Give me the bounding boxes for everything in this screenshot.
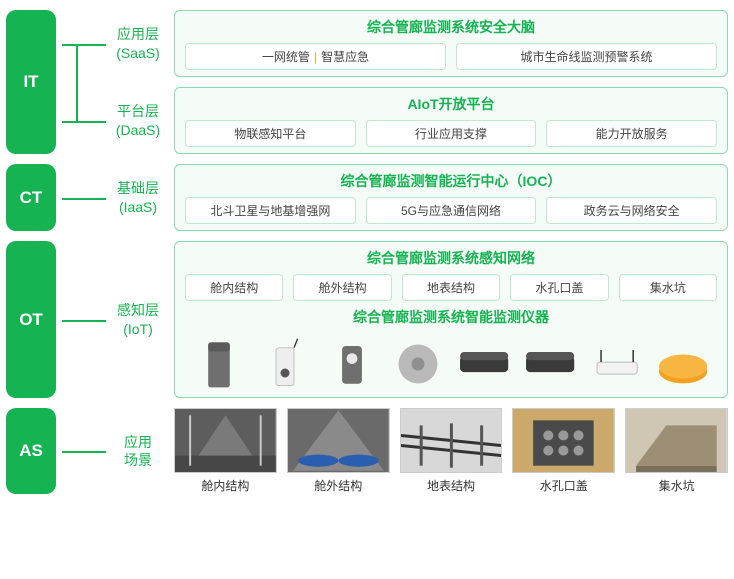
tag-iot-2: 舱外结构 [293,274,391,301]
device-5 [454,337,514,391]
ct-layergroup: 基础层 (IaaS) 综合管廊监测智能运行中心（IOC） 北斗卫星与地基增强网 … [62,164,728,231]
bracket-ct [62,164,108,231]
caption-4: 水孔口盖 [540,477,588,494]
box-daas-1: 物联感知平台 [185,120,356,147]
tag-iot-4: 水孔口盖 [510,274,608,301]
layerlabel-saas: 应用层 (SaaS) [108,10,168,77]
layer-name-iot: 感知层 [117,301,159,319]
daas-layerrow: 平台层 (DaaS) AIoT开放平台 物联感知平台 行业应用支撑 能力开放服务 [62,87,728,154]
device-1 [189,337,249,391]
scene-2: 舱外结构 [287,408,390,494]
layer-sub-daas: (DaaS) [116,121,160,139]
pillar-as: AS [6,408,56,494]
tag-iot-1: 舱内结构 [185,274,283,301]
layer-sub-saas: (SaaS) [116,44,160,62]
pillar-as-label: AS [19,441,43,461]
diagram-root: IT 应用层 (SaaS) 综合管廊监测系统安全大脑 一网统管 | 智慧应急 [0,0,734,504]
layer-sub-iaas: (IaaS) [119,198,157,216]
scene-4: 水孔口盖 [512,408,615,494]
thumb-3 [400,408,503,473]
bracket-it-top [62,10,108,77]
ot-layergroup: 感知层 (IoT) 综合管廊监测系统感知网络 舱内结构 舱外结构 地表结构 水孔… [62,241,728,398]
pillar-ot-label: OT [19,310,43,330]
layerlabel-iot: 感知层 (IoT) [108,241,168,398]
pillar-it: IT [6,10,56,154]
panel-title-daas: AIoT开放平台 [185,94,717,114]
scene-5: 集水坑 [625,408,728,494]
as-layergroup: 应用 场景 舱 [62,408,728,494]
box-saas-2: 城市生命线监测预警系统 [456,43,717,70]
pillar-ct: CT [6,164,56,231]
as-row: AS 应用 场景 [6,408,728,494]
ot-row: OT 感知层 (IoT) 综合管廊监测系统感知网络 舱内结构 舱外结构 地表结构… [6,241,728,398]
panel-saas: 综合管廊监测系统安全大脑 一网统管 | 智慧应急 城市生命线监测预警系统 [174,10,728,77]
caption-5: 集水坑 [659,477,695,494]
panel-daas: AIoT开放平台 物联感知平台 行业应用支撑 能力开放服务 [174,87,728,154]
box-iaas-2: 5G与应急通信网络 [366,197,537,224]
iot-tagrow: 舱内结构 舱外结构 地表结构 水孔口盖 集水坑 [185,274,717,301]
caption-3: 地表结构 [427,477,475,494]
layerlabel-daas: 平台层 (DaaS) [108,87,168,154]
scene-1: 舱内结构 [174,408,277,494]
panel-iot: 综合管廊监测系统感知网络 舱内结构 舱外结构 地表结构 水孔口盖 集水坑 综合管… [174,241,728,398]
layer-name-scene: 应用 [124,433,152,451]
pillar-it-label: IT [23,72,38,92]
device-6 [520,337,580,391]
layer-name-saas: 应用层 [117,25,159,43]
panel-iaas: 综合管廊监测智能运行中心（IOC） 北斗卫星与地基增强网 5G与应急通信网络 政… [174,164,728,231]
panel-title-iaas: 综合管廊监测智能运行中心（IOC） [185,171,717,191]
ct-row: CT 基础层 (IaaS) 综合管廊监测智能运行中心（IOC） 北斗卫星与地基增… [6,164,728,231]
box-saas-1b: 智慧应急 [321,48,369,65]
tag-iot-3: 地表结构 [402,274,500,301]
device-3 [322,337,382,391]
layer-name-iaas: 基础层 [117,179,159,197]
caption-1: 舱内结构 [201,477,249,494]
device-7 [587,337,647,391]
box-iaas-1: 北斗卫星与地基增强网 [185,197,356,224]
thumb-5 [625,408,728,473]
saas-boxrow: 一网统管 | 智慧应急 城市生命线监测预警系统 [185,43,717,70]
tag-iot-5: 集水坑 [619,274,717,301]
saas-layerrow: 应用层 (SaaS) 综合管廊监测系统安全大脑 一网统管 | 智慧应急 城市生命… [62,10,728,77]
bracket-it-bot [62,87,108,154]
device-2 [255,337,315,391]
device-row [185,333,717,391]
panel-title-saas: 综合管廊监测系统安全大脑 [185,17,717,37]
bracket-as [62,408,108,494]
thumb-2 [287,408,390,473]
thumb-1 [174,408,277,473]
layer-sub-iot: (IoT) [123,320,153,338]
box-saas-1a: 一网统管 [262,48,310,65]
pipe-sep: | [314,50,317,64]
pillar-ct-label: CT [20,188,43,208]
layer-sub-scene: 场景 [124,451,152,469]
scene-3: 地表结构 [400,408,503,494]
box-daas-3: 能力开放服务 [546,120,717,147]
layerlabel-iaas: 基础层 (IaaS) [108,164,168,231]
panel-title-iot2: 综合管廊监测系统智能监测仪器 [185,307,717,327]
caption-2: 舱外结构 [314,477,362,494]
thumb-4 [512,408,615,473]
iaas-boxrow: 北斗卫星与地基增强网 5G与应急通信网络 政务云与网络安全 [185,197,717,224]
device-4 [388,337,448,391]
panel-title-iot: 综合管廊监测系统感知网络 [185,248,717,268]
layerlabel-scene: 应用 场景 [108,408,168,494]
it-row: IT 应用层 (SaaS) 综合管廊监测系统安全大脑 一网统管 | 智慧应急 [6,10,728,154]
bracket-ot [62,241,108,398]
pillar-ot: OT [6,241,56,398]
box-daas-2: 行业应用支撑 [366,120,537,147]
iot-layerrow: 感知层 (IoT) 综合管廊监测系统感知网络 舱内结构 舱外结构 地表结构 水孔… [62,241,728,398]
scenes-row: 舱内结构 舱外结构 [174,408,728,494]
device-8 [653,337,713,391]
box-iaas-3: 政务云与网络安全 [546,197,717,224]
box-saas-1: 一网统管 | 智慧应急 [185,43,446,70]
scene-layerrow: 应用 场景 舱 [62,408,728,494]
iaas-layerrow: 基础层 (IaaS) 综合管廊监测智能运行中心（IOC） 北斗卫星与地基增强网 … [62,164,728,231]
it-layergroup: 应用层 (SaaS) 综合管廊监测系统安全大脑 一网统管 | 智慧应急 城市生命… [62,10,728,154]
layer-name-daas: 平台层 [117,102,159,120]
daas-boxrow: 物联感知平台 行业应用支撑 能力开放服务 [185,120,717,147]
